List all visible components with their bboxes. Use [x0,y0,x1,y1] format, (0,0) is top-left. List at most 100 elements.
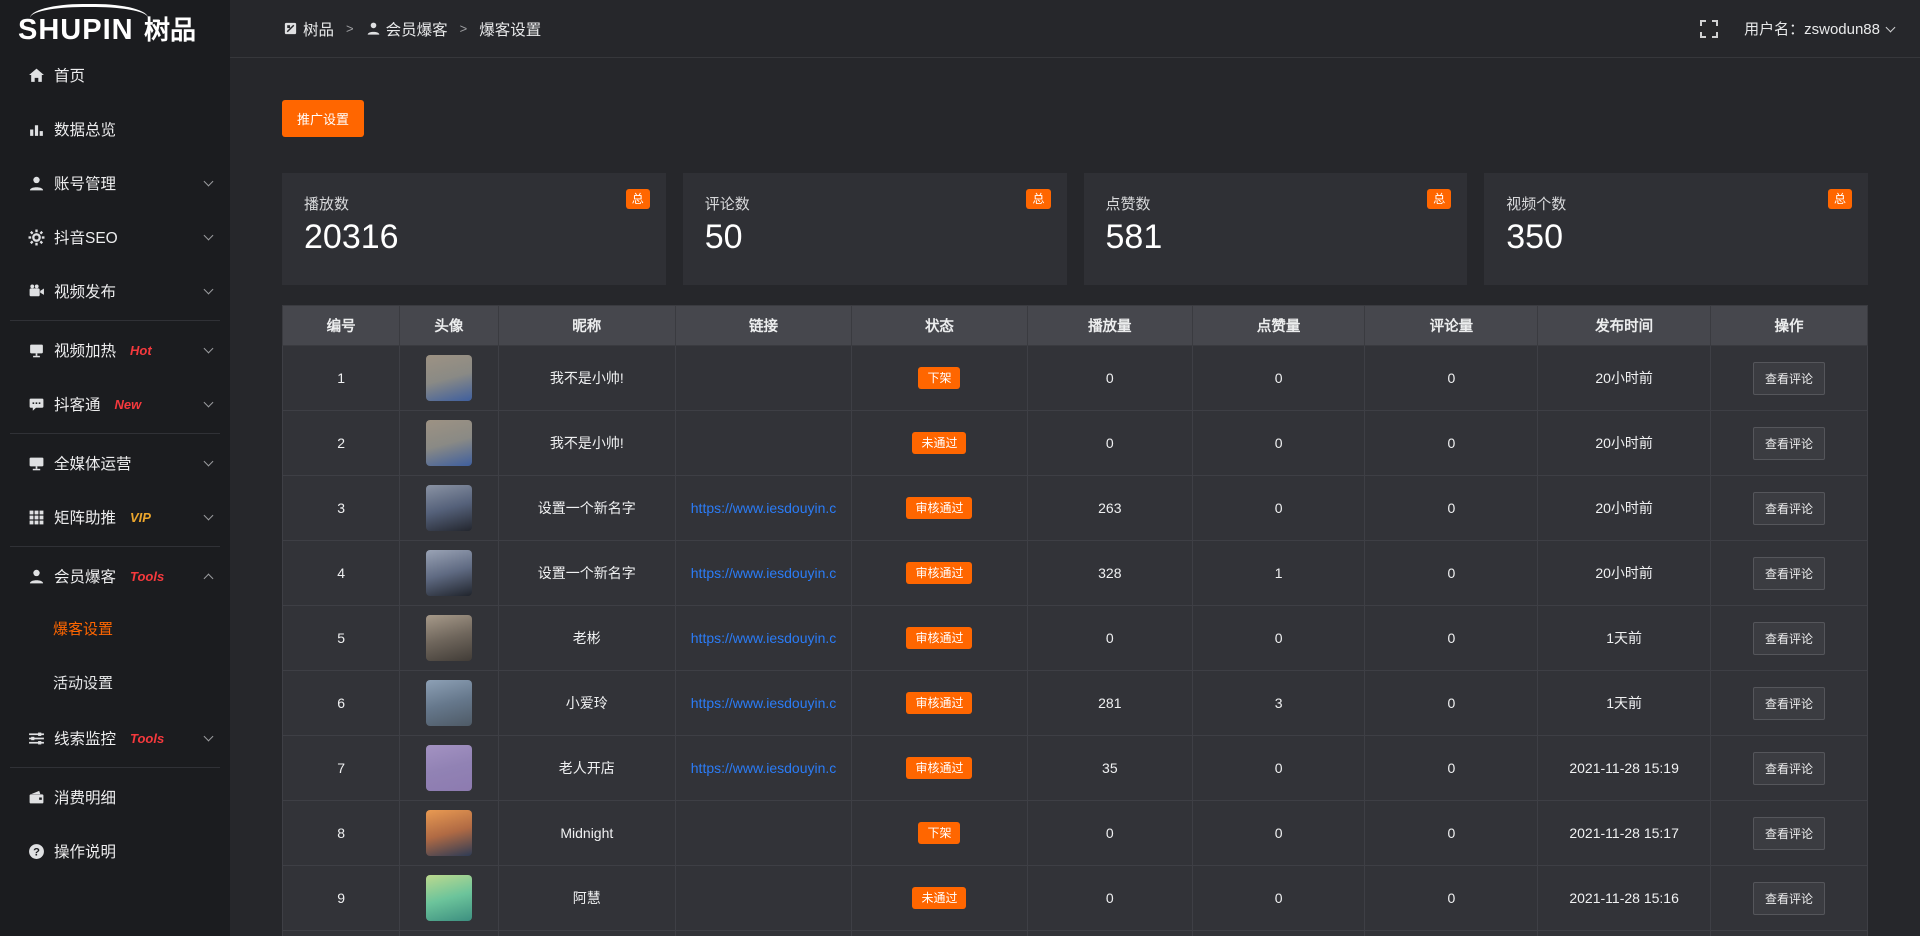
main-area: 树品 > 会员爆客 > 爆客设置 用户名：zswodun88 推广设置 播放数 20316… [230,0,1920,936]
sidebar-item-tag: Hot [130,342,152,358]
avatar [425,420,472,466]
cell-nickname [497,930,677,936]
video-link[interactable]: https://www.iesdouyin.c [690,500,837,516]
user-icon [366,21,381,36]
video-link[interactable]: https://www.iesdouyin.c [690,695,837,711]
table-column-header-2: 头像 [399,305,499,346]
sidebar-nav: 首页 数据总览 账号管理 抖音SEO 视频发布 视频加热 Hot 抖客通 New 全媒体运营 矩阵助… [0,48,230,878]
video-link[interactable]: https://www.iesdouyin.c [690,630,837,646]
chevron-down-icon [203,343,214,354]
avatar [425,875,472,921]
wallet-icon [28,789,45,806]
table-header-row: 编号 头像 昵称 链接 状态 播放量 点赞量 评论量 发布时间 操作 [281,305,1869,346]
view-comments-button[interactable]: 查看评论 [1752,881,1825,915]
total-badge: 总 [1827,189,1852,209]
sidebar-divider [10,546,220,547]
chevron-up-icon [203,573,214,584]
table-column-header-6: 播放量 [1026,305,1193,346]
sidebar-item-consumption-details[interactable]: 消费明细 [0,770,230,824]
cell-id: 8 [281,800,401,866]
monitor-icon [28,455,45,472]
cell-time: 1天前 [1537,670,1711,736]
sidebar-item-operation-guide[interactable]: ? 操作说明 [0,824,230,878]
total-badge: 总 [1026,189,1051,209]
user-icon [28,568,45,585]
stat-card-value: 20316 [304,218,399,256]
sidebar-item-account-management[interactable]: 账号管理 [0,156,230,210]
stat-card-3: 点赞数 581 总 [1083,173,1468,285]
cell-link: https://www.iesdouyin.c [675,735,852,801]
cell-id: 2 [281,410,401,476]
cell-comments: 0 [1364,475,1539,541]
view-comments-button[interactable]: 查看评论 [1752,361,1825,395]
cell-likes: 3 [1191,670,1366,736]
sidebar-item-omnimedia-operation[interactable]: 全媒体运营 [0,436,230,490]
user-menu[interactable]: 用户名：zswodun88 [1744,18,1896,39]
sidebar-item-label: 矩阵助推 [54,510,117,527]
status-badge: 审核通过 [906,692,973,714]
stat-card-value: 50 [704,218,743,256]
view-comments-button[interactable]: 查看评论 [1752,751,1825,785]
cell-id [281,930,401,936]
topbar-right: 用户名：zswodun88 [1700,18,1896,39]
breadcrumb-item-2[interactable]: 会员爆客 [366,18,448,40]
sidebar-subitem-baoke-settings[interactable]: 爆客设置 [53,621,114,638]
sidebar-item-member-baoke[interactable]: 会员爆客 Tools [0,549,230,603]
view-comments-button[interactable]: 查看评论 [1752,426,1825,460]
fullscreen-icon[interactable] [1700,19,1719,38]
chevron-down-icon [203,397,214,408]
cell-plays: 0 [1026,800,1193,866]
view-comments-button[interactable]: 查看评论 [1752,556,1825,590]
cell-status [850,930,1028,936]
videos-table-wrap: 编号 头像 昵称 链接 状态 播放量 点赞量 评论量 发布时间 操作 1 我不是小帅! 下架 0 0 0 20… [281,305,1869,936]
sidebar-divider [10,320,220,321]
sidebar-item-douyin-seo[interactable]: 抖音SEO [0,210,230,264]
promo-settings-button[interactable]: 推广设置 [282,100,365,137]
sidebar-item-douketong[interactable]: 抖客通 New [0,377,230,431]
breadcrumb-separator: > [346,21,354,36]
cell-comments: 0 [1364,865,1539,931]
view-comments-button[interactable]: 查看评论 [1752,621,1825,655]
cell-action: 查看评论 [1709,475,1869,541]
view-comments-button[interactable]: 查看评论 [1752,491,1825,525]
table-column-header-4: 链接 [675,305,852,346]
breadcrumb-separator: > [459,21,468,36]
grid-icon [28,509,45,526]
chevron-down-icon [203,731,214,742]
table-row: 9 阿慧 未通过 0 0 0 2021-11-28 15:16 查看评论 [281,865,1869,931]
cell-avatar [399,475,499,541]
sidebar-item-home[interactable]: 首页 [0,48,230,102]
sidebar-item-clue-monitor[interactable]: 线索监控 Tools [0,711,230,765]
cell-likes: 0 [1191,605,1366,671]
cell-likes: 1 [1191,540,1366,606]
cell-comments: 0 [1364,345,1539,411]
cell-time: 2021-11-28 15:19 [1537,735,1711,801]
sidebar-item-data-overview[interactable]: 数据总览 [0,102,230,156]
total-badge: 总 [625,189,650,209]
cell-action: 查看评论 [1709,800,1869,866]
cell-link [675,930,852,936]
sidebar-item-matrix-boost[interactable]: 矩阵助推 VIP [0,490,230,544]
table-column-header-8: 评论量 [1364,305,1539,346]
gear-icon [28,229,45,246]
cell-status: 审核通过 [850,605,1028,671]
cell-action: 查看评论 [1709,670,1869,736]
cell-link: https://www.iesdouyin.c [675,605,852,671]
sidebar-item-video-publish[interactable]: 视频发布 [0,264,230,318]
view-comments-button[interactable]: 查看评论 [1752,686,1825,720]
breadcrumb-label: 树品 [303,21,335,39]
sidebar-subitem-activity-settings[interactable]: 活动设置 [53,675,114,692]
cell-plays: 263 [1026,475,1193,541]
view-comments-button[interactable]: 查看评论 [1752,816,1825,850]
status-badge: 下架 [918,367,961,389]
video-link[interactable]: https://www.iesdouyin.c [690,760,837,776]
breadcrumb-item-1[interactable]: 树品 [283,18,334,40]
video-link[interactable]: https://www.iesdouyin.c [690,565,837,581]
cell-action: 查看评论 [1709,410,1869,476]
total-badge: 总 [1427,189,1452,209]
sidebar-item-video-heat[interactable]: 视频加热 Hot [0,323,230,377]
cell-status: 下架 [850,345,1028,411]
logo-text-cn: 树品 [144,15,197,45]
cell-comments: 0 [1364,800,1539,866]
